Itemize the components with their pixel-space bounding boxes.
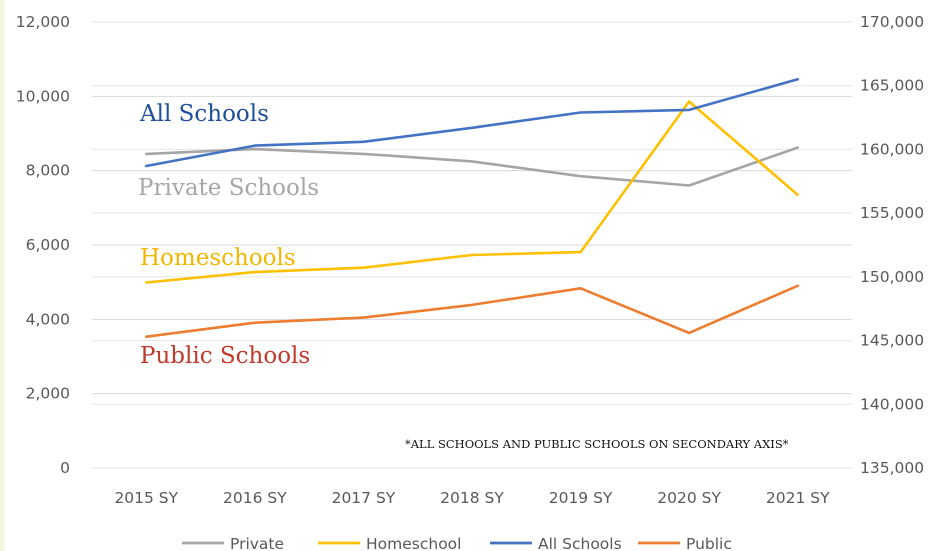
y-left-tick-label: 8,000: [26, 162, 70, 180]
x-tick-label: 2018 SY: [440, 489, 504, 507]
y-left-tick-label: 2,000: [26, 385, 70, 403]
y-right-tick-label: 140,000: [860, 395, 924, 413]
legend-label: Private: [230, 535, 284, 551]
y-right-tick-label: 135,000: [860, 459, 924, 477]
y-left-tick-label: 10,000: [16, 87, 70, 105]
annotation-label: Public Schools: [140, 343, 310, 369]
y-right-tick-label: 160,000: [860, 140, 924, 158]
y-left-tick-label: 6,000: [26, 236, 70, 254]
y-left-tick-label: 12,000: [16, 13, 70, 31]
x-tick-label: 2015 SY: [114, 489, 178, 507]
y-right-tick-label: 150,000: [860, 268, 924, 286]
y-right-tick-label: 165,000: [860, 77, 924, 95]
left-edge-strip: [0, 0, 5, 551]
secondary-axis-note: *ALL SCHOOLS AND PUBLIC SCHOOLS ON SECON…: [405, 437, 789, 451]
y-right-tick-label: 170,000: [860, 13, 924, 31]
legend-label: Homeschool: [366, 535, 461, 551]
annotation-label: All Schools: [139, 101, 269, 127]
y-left-tick-label: 4,000: [26, 310, 70, 328]
x-tick-label: 2017 SY: [332, 489, 396, 507]
x-tick-label: 2020 SY: [657, 489, 721, 507]
y-right-tick-label: 145,000: [860, 332, 924, 350]
y-left-tick-label: 0: [60, 459, 70, 477]
x-tick-label: 2021 SY: [766, 489, 830, 507]
y-right-tick-label: 155,000: [860, 204, 924, 222]
x-tick-label: 2019 SY: [549, 489, 613, 507]
x-tick-label: 2016 SY: [223, 489, 287, 507]
annotation-label: Homeschools: [140, 245, 296, 271]
series-line-public: [145, 284, 800, 339]
legend-label: All Schools: [538, 535, 622, 551]
annotation-label: Private Schools: [138, 175, 319, 201]
legend-label: Public: [686, 535, 732, 551]
